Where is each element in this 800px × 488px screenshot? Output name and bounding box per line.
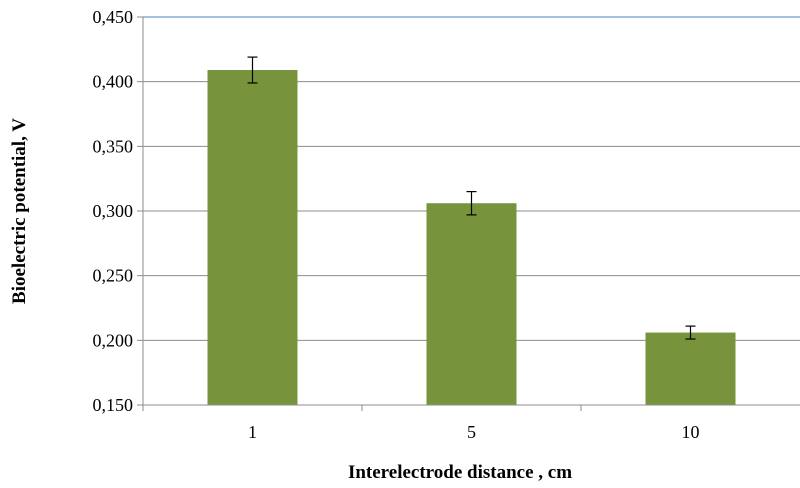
y-tick-label: 0,300 — [93, 201, 134, 221]
y-tick-labels: 0,150 0,200 0,250 0,300 0,350 0,400 0,450 — [93, 7, 134, 415]
axes — [137, 16, 800, 411]
bar — [207, 70, 298, 405]
error-bars — [247, 56, 696, 340]
y-tick-label: 0,400 — [93, 72, 134, 92]
x-tick-label: 1 — [248, 422, 257, 442]
y-tick-label: 0,250 — [93, 266, 134, 286]
x-tick-label: 10 — [682, 422, 700, 442]
y-tick-label: 0,150 — [93, 395, 134, 415]
y-axis-title: Bioelectric potential, V — [9, 118, 30, 304]
y-tick-label: 0,200 — [93, 330, 134, 350]
x-tick-labels: 1 5 10 — [248, 422, 700, 442]
y-tick-label: 0,350 — [93, 136, 134, 156]
bar — [645, 332, 736, 405]
x-tick-label: 5 — [467, 422, 476, 442]
y-tick-label: 0,450 — [93, 7, 134, 27]
bar — [426, 203, 517, 405]
bars — [207, 70, 736, 405]
x-axis-title: Interelectrode distance , cm — [348, 462, 572, 483]
